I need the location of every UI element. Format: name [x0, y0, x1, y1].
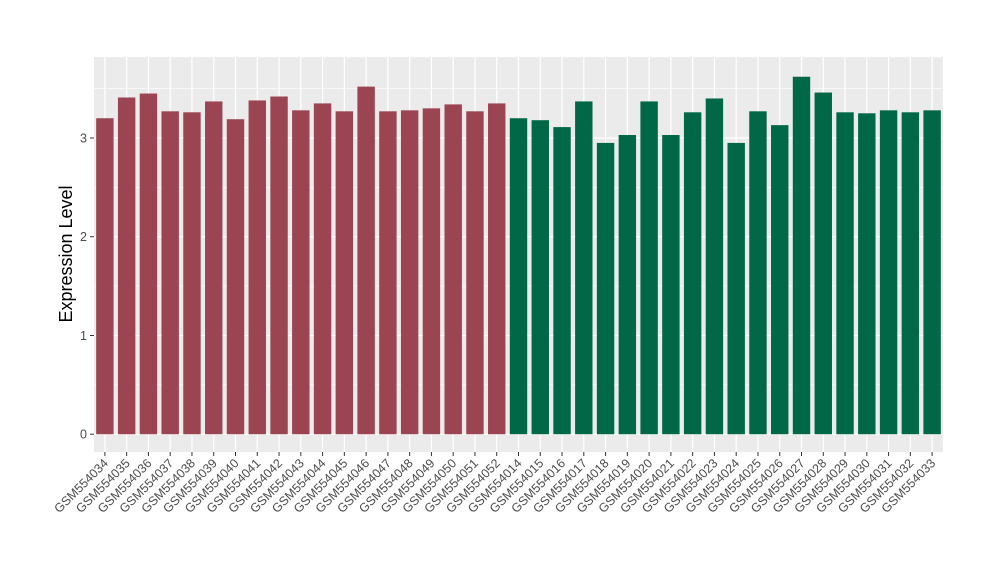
y-axis: 0 1 2 3 — [80, 131, 94, 442]
bar — [248, 100, 266, 435]
bar — [879, 110, 898, 435]
bar — [683, 112, 702, 435]
y-tick-label: 3 — [80, 131, 87, 145]
bar — [705, 98, 724, 435]
bar — [509, 118, 528, 435]
bar — [292, 110, 310, 435]
bar — [792, 76, 811, 435]
bar — [488, 103, 506, 435]
bar — [553, 127, 571, 435]
bar — [466, 111, 484, 435]
bar — [205, 101, 223, 435]
bar — [96, 118, 114, 435]
bar — [901, 112, 920, 435]
bar — [814, 92, 832, 435]
bar — [618, 135, 637, 435]
bars — [96, 76, 941, 435]
bar — [640, 101, 658, 435]
bar — [183, 112, 201, 435]
bar — [270, 96, 288, 435]
bar — [226, 119, 245, 435]
bar — [575, 101, 593, 435]
bar — [771, 125, 789, 435]
y-tick-label: 1 — [80, 329, 87, 343]
bar — [335, 111, 354, 435]
bar — [749, 111, 767, 435]
bar — [357, 86, 375, 435]
bar — [662, 135, 680, 435]
y-tick-label: 2 — [80, 230, 87, 244]
y-tick-label: 0 — [80, 428, 87, 442]
bar — [379, 111, 397, 435]
bar — [727, 142, 745, 435]
bar — [923, 110, 941, 435]
bar — [531, 120, 549, 435]
bar — [858, 113, 876, 435]
bar — [139, 93, 158, 435]
bar — [400, 110, 419, 435]
bar — [444, 104, 462, 435]
bar — [161, 111, 179, 435]
bar — [596, 142, 615, 435]
bar — [422, 108, 441, 435]
y-axis-title: Expression Level — [56, 185, 76, 322]
x-axis: GSM554034GSM554035GSM554036GSM554037GSM5… — [51, 452, 938, 516]
bar — [313, 103, 332, 435]
bar — [836, 112, 854, 435]
bar — [117, 97, 136, 435]
